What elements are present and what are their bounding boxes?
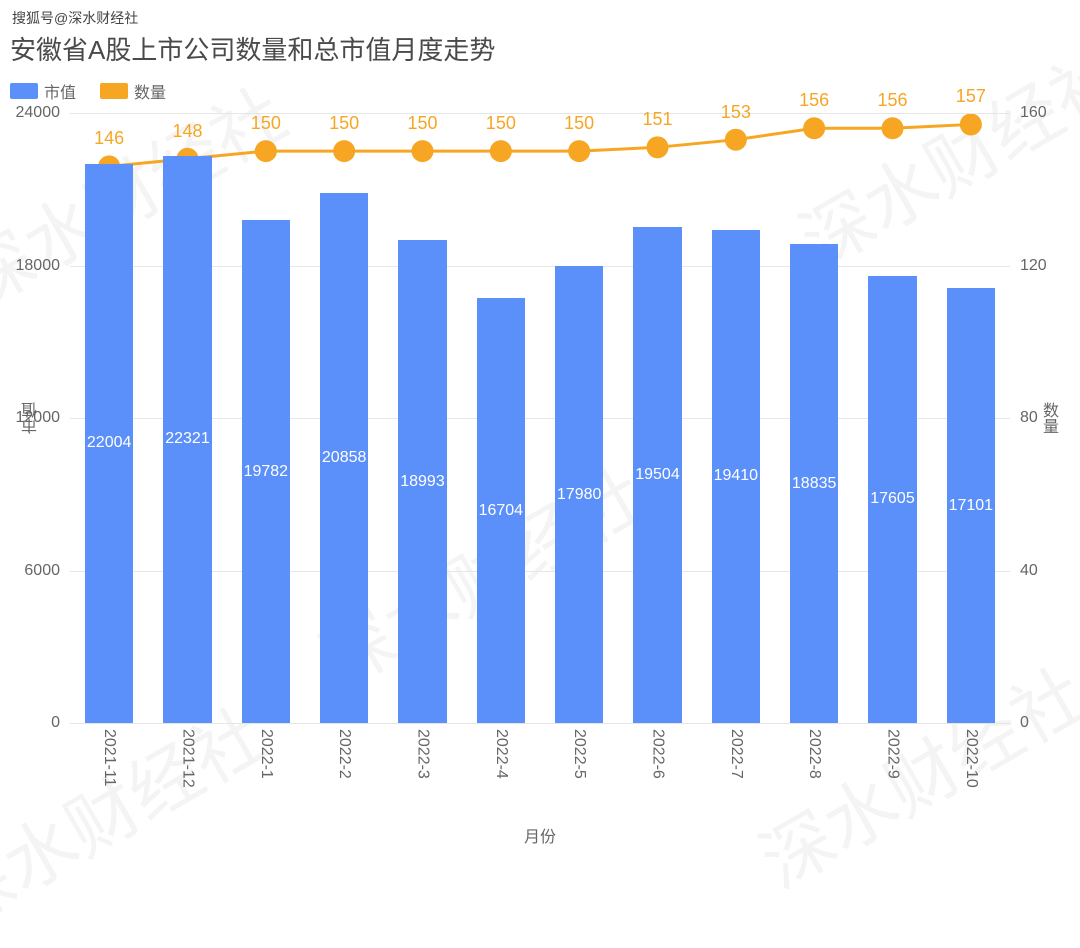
y-right-tick-label: 160 — [1010, 104, 1047, 122]
chart-container: 安徽省A股上市公司数量和总市值月度走势 市值 数量 市值 数量 06000120… — [10, 30, 1070, 842]
line-marker — [333, 140, 355, 162]
y-left-tick-label: 0 — [51, 714, 70, 732]
x-tick-label: 2022-1 — [257, 723, 275, 779]
y-left-tick-label: 18000 — [16, 257, 71, 275]
x-tick-label: 2021-11 — [100, 723, 118, 787]
bar-value-label: 16704 — [479, 502, 524, 520]
line-marker — [255, 140, 277, 162]
bar-value-label: 19504 — [635, 466, 680, 484]
bar: 17980 — [555, 266, 604, 723]
line-series — [109, 124, 971, 166]
bar: 16704 — [477, 298, 526, 723]
x-tick-label: 2022-7 — [727, 723, 745, 779]
legend-swatch-line — [100, 83, 128, 99]
bar: 18835 — [790, 244, 839, 723]
line-value-label: 156 — [799, 90, 829, 111]
bar-value-label: 18835 — [792, 475, 837, 493]
line-marker — [960, 113, 982, 135]
line-value-label: 153 — [721, 102, 751, 123]
bar-value-label: 17101 — [949, 497, 994, 515]
line-value-label: 156 — [877, 90, 907, 111]
x-tick-label: 2022-5 — [570, 723, 588, 779]
x-tick-label: 2022-2 — [335, 723, 353, 779]
line-marker — [725, 129, 747, 151]
line-marker — [882, 117, 904, 139]
bar: 22321 — [163, 156, 212, 723]
line-value-label: 151 — [642, 110, 672, 131]
y-right-tick-label: 80 — [1010, 409, 1038, 427]
bar-value-label: 22321 — [165, 430, 210, 448]
line-value-label: 150 — [486, 113, 516, 134]
y-left-tick-label: 24000 — [16, 104, 71, 122]
y-right-tick-label: 40 — [1010, 562, 1038, 580]
y-left-tick-label: 12000 — [16, 409, 71, 427]
bar-value-label: 17605 — [870, 490, 915, 508]
source-tag: 搜狐号@深水财经社 — [6, 6, 144, 30]
x-axis-title: 月份 — [10, 823, 1070, 847]
line-value-label: 150 — [251, 113, 281, 134]
line-value-label: 150 — [329, 113, 359, 134]
legend-item-bar: 市值 — [10, 79, 76, 103]
y-left-tick-label: 6000 — [24, 562, 70, 580]
line-value-label: 148 — [172, 121, 202, 142]
legend-label-bar: 市值 — [44, 79, 76, 103]
line-value-label: 146 — [94, 129, 124, 150]
legend-label-line: 数量 — [134, 79, 166, 103]
y-right-tick-label: 120 — [1010, 257, 1047, 275]
line-value-label: 150 — [564, 113, 594, 134]
bar-value-label: 22004 — [87, 434, 132, 452]
chart-title: 安徽省A股上市公司数量和总市值月度走势 — [10, 30, 1070, 67]
y-right-axis-title: 数量 — [1036, 402, 1060, 434]
x-tick-label: 2022-4 — [492, 723, 510, 779]
line-value-label: 150 — [407, 113, 437, 134]
plot-area: 市值 数量 0600012000180002400004080120160220… — [70, 113, 1010, 723]
bar: 19782 — [242, 220, 291, 723]
bar-value-label: 18993 — [400, 473, 445, 491]
bar-value-label: 19410 — [714, 467, 759, 485]
line-marker — [568, 140, 590, 162]
x-tick-label: 2022-9 — [884, 723, 902, 779]
x-tick-label: 2021-12 — [179, 723, 197, 788]
legend-item-line: 数量 — [100, 79, 166, 103]
bar: 20858 — [320, 193, 369, 723]
bar: 17605 — [868, 276, 917, 723]
bar-value-label: 17980 — [557, 486, 602, 504]
line-marker — [803, 117, 825, 139]
bar: 19410 — [712, 230, 761, 723]
bar-value-label: 19782 — [244, 463, 289, 481]
line-value-label: 157 — [956, 87, 986, 108]
line-marker — [490, 140, 512, 162]
legend-swatch-bar — [10, 83, 38, 99]
bar-value-label: 20858 — [322, 449, 367, 467]
x-tick-label: 2022-3 — [414, 723, 432, 779]
x-tick-label: 2022-6 — [649, 723, 667, 779]
bar: 17101 — [947, 288, 996, 723]
legend: 市值 数量 — [10, 79, 1070, 103]
line-marker — [412, 140, 434, 162]
y-right-tick-label: 0 — [1010, 714, 1029, 732]
bar: 18993 — [398, 240, 447, 723]
line-marker — [647, 136, 669, 158]
grid-line — [70, 723, 1010, 724]
bar: 19504 — [633, 227, 682, 723]
x-tick-label: 2022-8 — [805, 723, 823, 779]
bar: 22004 — [85, 164, 134, 723]
x-tick-label: 2022-10 — [962, 723, 980, 788]
grid-line — [70, 113, 1010, 114]
